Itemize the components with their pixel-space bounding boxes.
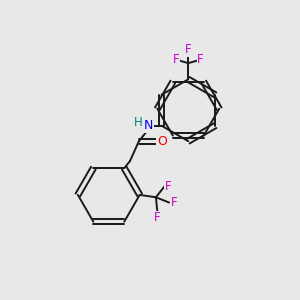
Text: N: N bbox=[144, 119, 153, 132]
Text: F: F bbox=[154, 212, 161, 224]
Text: F: F bbox=[172, 53, 179, 66]
Text: F: F bbox=[197, 53, 204, 66]
Text: F: F bbox=[165, 180, 172, 193]
Text: H: H bbox=[134, 116, 142, 129]
Text: O: O bbox=[157, 135, 167, 148]
Text: F: F bbox=[171, 196, 178, 209]
Text: F: F bbox=[185, 44, 192, 56]
